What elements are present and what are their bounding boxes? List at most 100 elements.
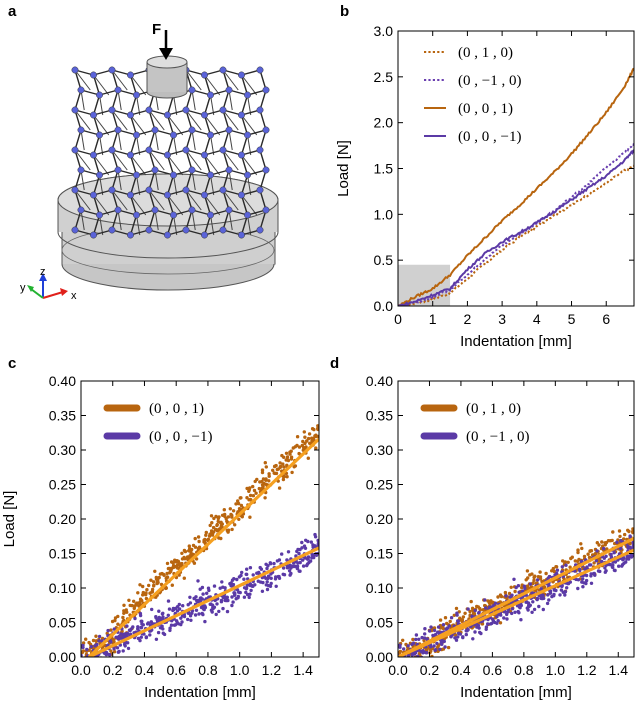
data-point bbox=[578, 568, 582, 573]
data-point bbox=[236, 499, 240, 503]
data-point bbox=[580, 546, 584, 551]
lattice-node bbox=[127, 191, 134, 199]
data-point bbox=[406, 644, 410, 648]
lattice-strut bbox=[166, 194, 175, 216]
data-point bbox=[254, 491, 258, 495]
data-point bbox=[197, 612, 201, 616]
data-point bbox=[193, 536, 197, 541]
data-point bbox=[136, 625, 140, 629]
data-point bbox=[226, 528, 231, 532]
data-point bbox=[631, 527, 634, 531]
lattice-node bbox=[114, 166, 122, 174]
data-point bbox=[274, 584, 278, 588]
lattice-node bbox=[96, 131, 103, 139]
data-point bbox=[237, 517, 241, 521]
data-point bbox=[258, 565, 262, 570]
data-point bbox=[206, 537, 211, 541]
lattice-strut bbox=[185, 109, 202, 131]
data-point bbox=[512, 577, 516, 581]
lattice-strut bbox=[185, 149, 202, 171]
data-point bbox=[230, 513, 234, 518]
lattice-node bbox=[71, 66, 79, 74]
lattice-strut bbox=[111, 189, 128, 211]
data-point bbox=[563, 590, 568, 594]
data-point bbox=[81, 649, 86, 653]
data-point bbox=[519, 618, 523, 622]
lattice-node bbox=[262, 86, 270, 94]
data-point bbox=[410, 655, 414, 657]
data-point bbox=[432, 644, 436, 648]
lattice-node bbox=[96, 91, 103, 99]
data-point bbox=[230, 527, 234, 532]
data-point bbox=[138, 613, 143, 618]
data-point bbox=[525, 584, 530, 588]
lattice-node bbox=[133, 91, 140, 99]
lattice-strut bbox=[185, 189, 202, 211]
lattice-strut bbox=[222, 69, 239, 91]
lattice-strut bbox=[259, 169, 267, 191]
data-point bbox=[504, 594, 508, 598]
data-point bbox=[150, 590, 154, 594]
data-point bbox=[289, 566, 293, 570]
lattice-strut bbox=[185, 109, 193, 131]
data-point bbox=[586, 552, 590, 556]
data-point bbox=[115, 646, 120, 650]
data-point bbox=[316, 424, 319, 428]
data-point bbox=[212, 605, 217, 609]
data-point bbox=[398, 649, 403, 654]
lattice-node bbox=[90, 71, 97, 79]
data-point bbox=[220, 580, 224, 584]
lattice-strut bbox=[259, 69, 267, 91]
panel-label-c: c bbox=[8, 355, 16, 372]
data-point bbox=[306, 557, 310, 561]
data-point bbox=[144, 635, 149, 639]
data-point bbox=[592, 561, 596, 565]
lattice-node bbox=[108, 106, 116, 114]
axis-label-x: x bbox=[71, 290, 77, 302]
lattice-strut bbox=[222, 149, 239, 171]
lattice-node bbox=[96, 211, 103, 219]
data-point bbox=[589, 574, 593, 578]
lattice-node bbox=[71, 106, 79, 114]
data-point bbox=[595, 541, 599, 545]
lattice-strut bbox=[74, 129, 82, 151]
data-point bbox=[604, 569, 608, 573]
data-point bbox=[428, 629, 432, 633]
lattice-strut bbox=[185, 89, 193, 111]
lattice-strut bbox=[259, 209, 267, 231]
data-point bbox=[496, 619, 500, 623]
lattice-node bbox=[127, 151, 134, 159]
x-tick-label: 0.2 bbox=[103, 662, 123, 678]
x-tick-label: 0.4 bbox=[451, 662, 471, 678]
lattice-strut bbox=[93, 154, 110, 176]
data-point bbox=[210, 521, 214, 525]
data-point bbox=[593, 552, 598, 556]
data-point bbox=[139, 635, 143, 639]
data-point bbox=[453, 636, 457, 640]
data-point bbox=[230, 578, 235, 582]
data-point bbox=[304, 538, 308, 542]
data-point bbox=[626, 544, 630, 548]
data-point bbox=[141, 584, 145, 589]
data-point bbox=[621, 557, 625, 561]
data-point bbox=[248, 515, 252, 519]
data-point bbox=[314, 446, 318, 450]
data-point bbox=[196, 535, 201, 539]
data-point bbox=[281, 462, 285, 466]
lattice-node bbox=[201, 191, 208, 199]
data-point bbox=[223, 514, 227, 519]
lattice-strut bbox=[130, 154, 147, 176]
data-point bbox=[520, 585, 524, 590]
data-point bbox=[453, 633, 458, 637]
legend-label-3: (0 , 0 , −1) bbox=[458, 129, 521, 145]
data-point bbox=[620, 564, 624, 568]
data-point bbox=[217, 609, 221, 614]
data-point bbox=[526, 576, 530, 580]
lattice-strut bbox=[74, 209, 82, 231]
data-point bbox=[177, 607, 182, 611]
data-point bbox=[267, 574, 271, 578]
data-point bbox=[226, 598, 230, 603]
lattice-strut bbox=[204, 194, 221, 216]
data-point bbox=[413, 651, 418, 655]
